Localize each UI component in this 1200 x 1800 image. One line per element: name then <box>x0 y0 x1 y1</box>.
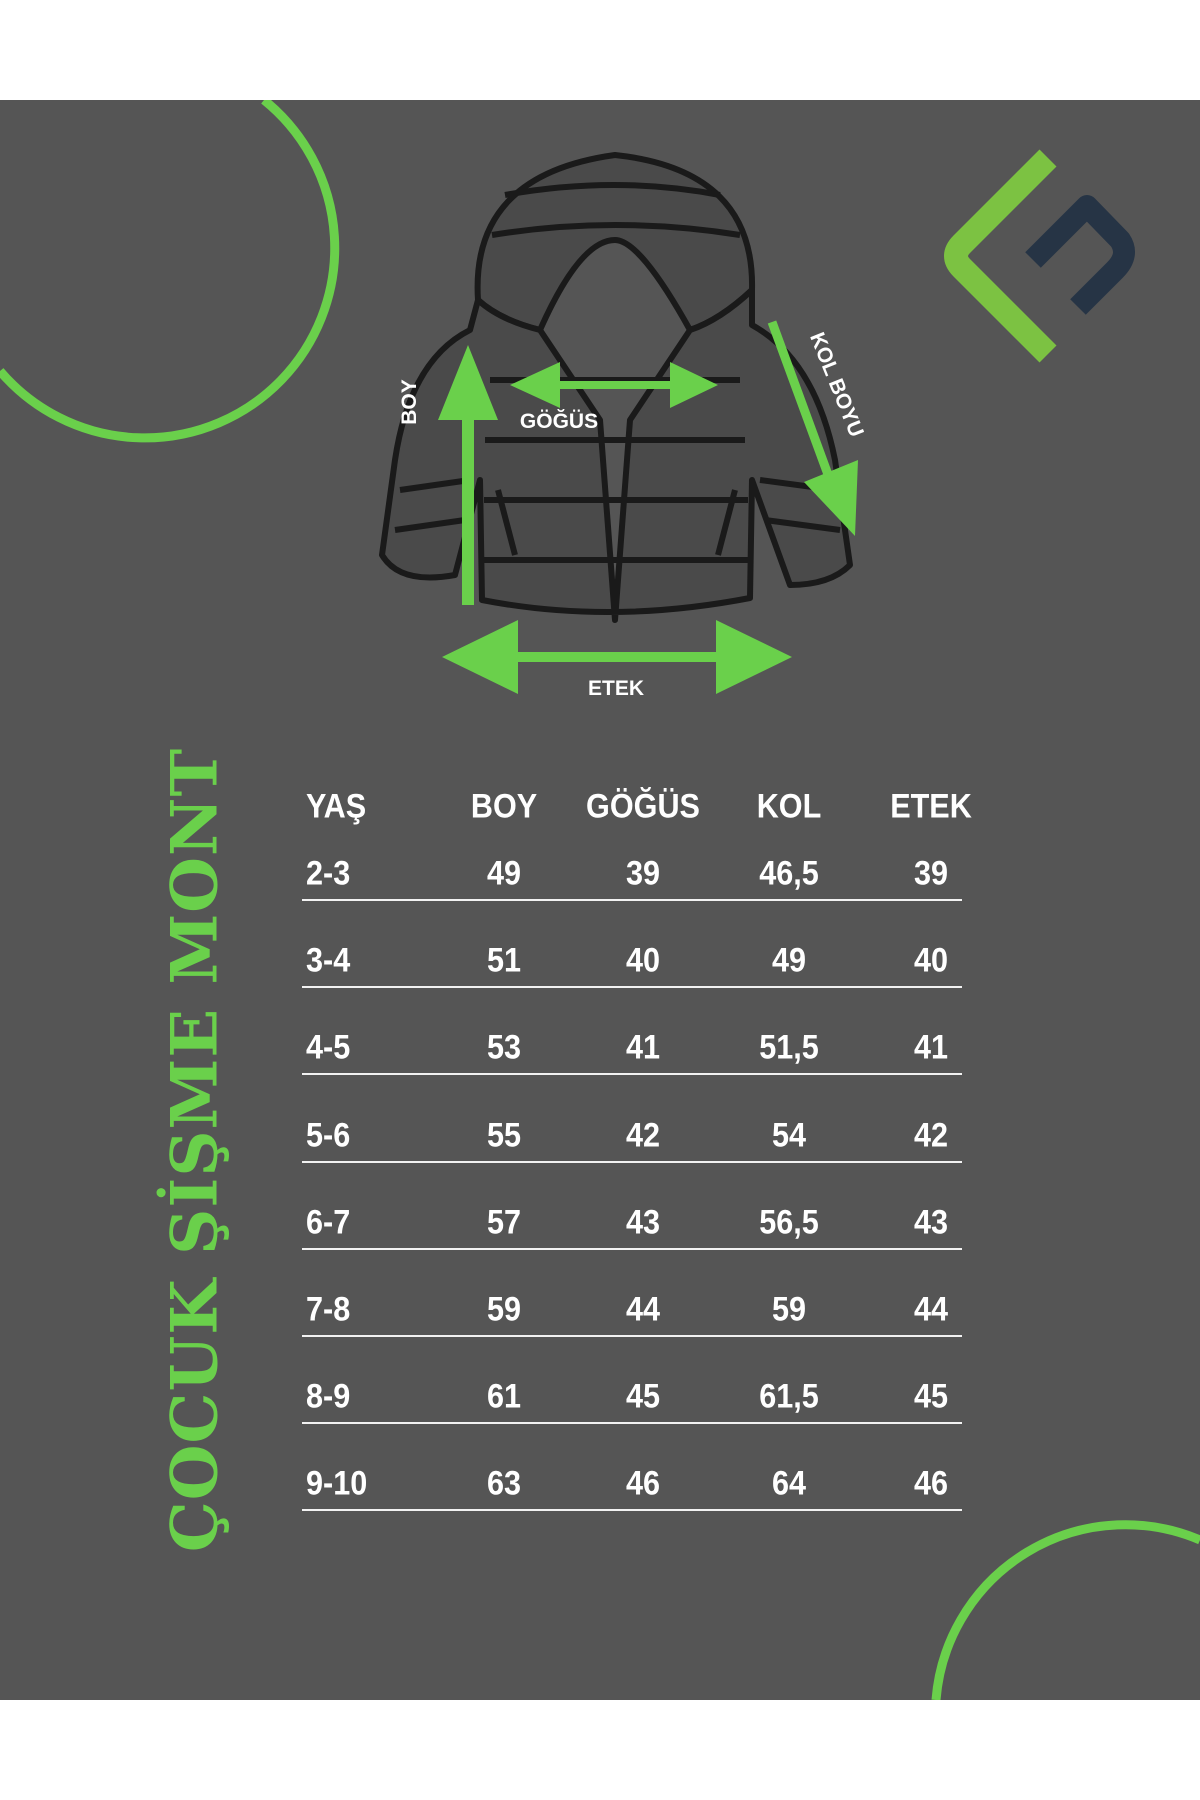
etek-arrow-icon <box>442 620 792 694</box>
cell-kol: 64 <box>771 1464 807 1503</box>
boy-arrow-icon <box>438 345 498 605</box>
cell-gogus: 40 <box>625 941 661 980</box>
decorative-circle-bottom-right <box>931 1520 1200 1700</box>
cell-yas: 7-8 <box>306 1290 351 1329</box>
cell-boy: 55 <box>486 1116 522 1155</box>
cell-kol: 59 <box>771 1290 807 1329</box>
header-etek: ETEK <box>890 787 972 826</box>
cell-kol: 61,5 <box>759 1377 819 1416</box>
cell-etek: 40 <box>913 941 949 980</box>
cell-boy: 53 <box>486 1028 522 1067</box>
cell-gogus: 44 <box>625 1290 661 1329</box>
cell-boy: 63 <box>486 1464 522 1503</box>
cell-yas: 4-5 <box>306 1028 351 1067</box>
cell-yas: 2-3 <box>306 854 351 893</box>
jacket-illustration-icon <box>379 152 853 623</box>
cell-etek: 45 <box>913 1377 949 1416</box>
measurement-arrows <box>438 320 858 694</box>
cell-gogus: 41 <box>625 1028 661 1067</box>
row-divider <box>302 1422 962 1425</box>
cell-gogus: 46 <box>625 1464 661 1503</box>
row-divider <box>302 986 962 989</box>
row-divider <box>302 1073 962 1076</box>
cell-boy: 51 <box>486 941 522 980</box>
kol-boyu-arrow-icon <box>767 320 858 536</box>
cell-etek: 42 <box>913 1116 949 1155</box>
cell-kol: 56,5 <box>759 1203 819 1242</box>
cell-kol: 51,5 <box>759 1028 819 1067</box>
gogus-label: GÖĞÜS <box>519 410 599 433</box>
cell-yas: 9-10 <box>306 1464 368 1503</box>
header-boy: BOY <box>470 787 538 826</box>
cell-etek: 46 <box>913 1464 949 1503</box>
cell-kol: 46,5 <box>759 854 819 893</box>
cell-kol: 49 <box>771 941 807 980</box>
header-yas: YAŞ <box>306 787 367 826</box>
cell-boy: 59 <box>486 1290 522 1329</box>
cell-gogus: 39 <box>625 854 661 893</box>
decorative-circle-top-left <box>0 100 340 443</box>
cell-yas: 6-7 <box>306 1203 351 1242</box>
boy-label: BOY <box>398 379 421 425</box>
cell-yas: 8-9 <box>306 1377 351 1416</box>
cell-boy: 61 <box>486 1377 522 1416</box>
header-kol: KOL <box>756 787 822 826</box>
etek-label: ETEK <box>587 677 645 700</box>
gogus-arrow-icon <box>510 362 718 408</box>
row-divider <box>302 1160 962 1163</box>
row-divider <box>302 899 962 901</box>
size-chart-panel: BOY GÖĞÜS KOL BOYU ETEK ÇOCUK ŞİŞME MONT… <box>0 100 1200 1700</box>
decorations <box>0 100 1200 1700</box>
row-divider <box>302 1335 962 1337</box>
row-divider <box>302 1247 962 1250</box>
cell-kol: 54 <box>771 1116 807 1155</box>
row-divider <box>302 1509 962 1512</box>
cell-yas: 3-4 <box>306 941 351 980</box>
cell-gogus: 43 <box>625 1203 661 1242</box>
cell-boy: 57 <box>486 1203 522 1242</box>
cell-gogus: 42 <box>625 1116 661 1155</box>
cell-etek: 43 <box>913 1203 949 1242</box>
cell-etek: 39 <box>913 854 949 893</box>
header-gogus: GÖĞÜS <box>586 787 700 826</box>
brand-logo-icon <box>944 149 1135 363</box>
page-title: ÇOCUK ŞİŞME MONT <box>157 747 233 1553</box>
cell-boy: 49 <box>486 854 522 893</box>
cell-yas: 5-6 <box>306 1116 351 1155</box>
cell-etek: 41 <box>913 1028 949 1067</box>
cell-etek: 44 <box>913 1290 949 1329</box>
cell-gogus: 45 <box>625 1377 661 1416</box>
